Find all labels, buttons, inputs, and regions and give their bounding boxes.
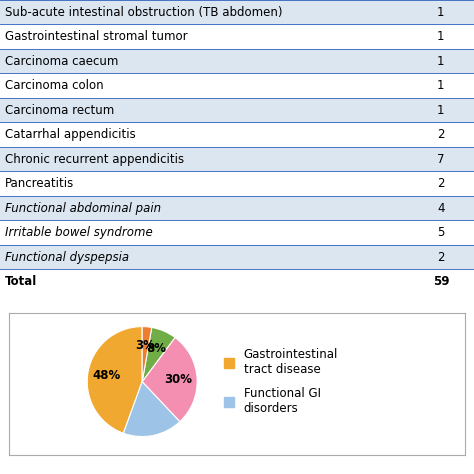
Text: Total: Total [5, 275, 37, 288]
Wedge shape [142, 328, 175, 382]
Text: 2: 2 [437, 251, 445, 264]
FancyBboxPatch shape [0, 73, 474, 98]
Text: 1: 1 [437, 79, 445, 92]
Text: 59: 59 [433, 275, 449, 288]
FancyBboxPatch shape [0, 25, 474, 49]
Text: 30%: 30% [164, 373, 192, 386]
Text: Carcinoma rectum: Carcinoma rectum [5, 104, 114, 117]
Text: Carcinoma colon: Carcinoma colon [5, 79, 103, 92]
Wedge shape [123, 382, 180, 437]
Text: Irritable bowel syndrome: Irritable bowel syndrome [5, 226, 153, 239]
FancyBboxPatch shape [0, 245, 474, 269]
FancyBboxPatch shape [0, 122, 474, 147]
Text: 1: 1 [437, 55, 445, 68]
Text: Sub-acute intestinal obstruction (TB abdomen): Sub-acute intestinal obstruction (TB abd… [5, 6, 282, 19]
Text: 1: 1 [437, 6, 445, 19]
FancyBboxPatch shape [0, 196, 474, 220]
Wedge shape [142, 327, 152, 382]
Text: 48%: 48% [93, 369, 121, 382]
Text: Chronic recurrent appendicitis: Chronic recurrent appendicitis [5, 153, 184, 166]
Legend: Gastrointestinal
tract disease, Functional GI
disorders: Gastrointestinal tract disease, Function… [224, 348, 338, 415]
Text: 8%: 8% [146, 342, 166, 355]
Text: Carcinoma caecum: Carcinoma caecum [5, 55, 118, 68]
FancyBboxPatch shape [0, 220, 474, 245]
FancyBboxPatch shape [0, 49, 474, 73]
FancyBboxPatch shape [0, 0, 474, 25]
FancyBboxPatch shape [0, 172, 474, 196]
Wedge shape [87, 327, 142, 433]
Text: Gastrointestinal stromal tumor: Gastrointestinal stromal tumor [5, 30, 187, 43]
Text: 5: 5 [437, 226, 445, 239]
Text: Catarrhal appendicitis: Catarrhal appendicitis [5, 128, 136, 141]
FancyBboxPatch shape [0, 269, 474, 294]
Text: Functional dyspepsia: Functional dyspepsia [5, 251, 129, 264]
Wedge shape [142, 337, 197, 421]
Text: 4: 4 [437, 201, 445, 215]
Text: 7: 7 [437, 153, 445, 166]
Text: 1: 1 [437, 30, 445, 43]
Text: Pancreatitis: Pancreatitis [5, 177, 74, 190]
Text: 1: 1 [437, 104, 445, 117]
Text: 3%: 3% [136, 339, 155, 353]
Text: 2: 2 [437, 177, 445, 190]
Text: 2: 2 [437, 128, 445, 141]
FancyBboxPatch shape [0, 147, 474, 172]
FancyBboxPatch shape [0, 98, 474, 122]
Text: Functional abdominal pain: Functional abdominal pain [5, 201, 161, 215]
